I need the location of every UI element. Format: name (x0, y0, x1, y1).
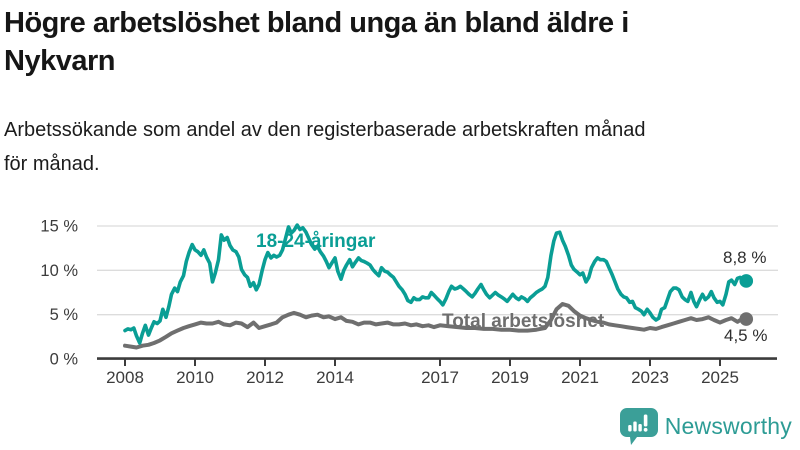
chart-subtitle: Arbetssökande som andel av den registerb… (4, 113, 784, 181)
x-axis-tick-label: 2017 (421, 368, 459, 387)
x-axis-tick-label: 2010 (176, 368, 214, 387)
series-label-youth: 18-24-åringar (256, 231, 376, 252)
subtitle-line-1: Arbetssökande som andel av den registerb… (4, 119, 646, 141)
title-line-2: Nykvarn (4, 45, 115, 77)
end-value-label-total: 4,5 % (724, 326, 768, 345)
brand-name: Newsworthy (664, 412, 792, 439)
x-axis-tick-label: 2019 (491, 368, 529, 387)
series-line-youth (123, 223, 749, 345)
y-axis-tick-label: 0 % (50, 351, 79, 369)
logo-bar-2 (633, 421, 637, 431)
y-axis-tick-label: 10 % (40, 262, 78, 280)
x-axis-tick-label: 2023 (631, 368, 669, 387)
x-axis-tick-label: 2014 (316, 368, 354, 387)
x-axis-tick-label: 2025 (701, 368, 739, 387)
series-label-total: Total arbetslöshet (442, 311, 605, 332)
newsworthy-logo-icon (619, 407, 658, 445)
x-axis-tick-label: 2012 (246, 368, 284, 387)
title-line-1: Högre arbetslöshet bland unga än bland ä… (4, 7, 629, 39)
newsworthy-logo[interactable]: Newsworthy (619, 406, 792, 446)
end-value-label-youth: 8,8 % (723, 248, 767, 267)
page-title: Högre arbetslöshet bland unga än bland ä… (4, 4, 784, 80)
series-end-dot-total (739, 312, 754, 326)
series-line-total (123, 302, 749, 350)
logo-exclamation-dot (643, 427, 648, 432)
logo-bar-3 (638, 423, 642, 431)
logo-exclamation-bar (643, 414, 648, 426)
series-end-dot-youth (739, 274, 754, 288)
logo-bar-1 (627, 424, 632, 431)
x-axis-tick-label: 2008 (106, 368, 144, 387)
y-axis-tick-label: 15 % (40, 217, 78, 235)
y-axis-tick-label: 5 % (50, 306, 79, 324)
subtitle-line-2: för månad. (4, 153, 100, 175)
x-axis-tick-label: 2021 (561, 368, 599, 387)
